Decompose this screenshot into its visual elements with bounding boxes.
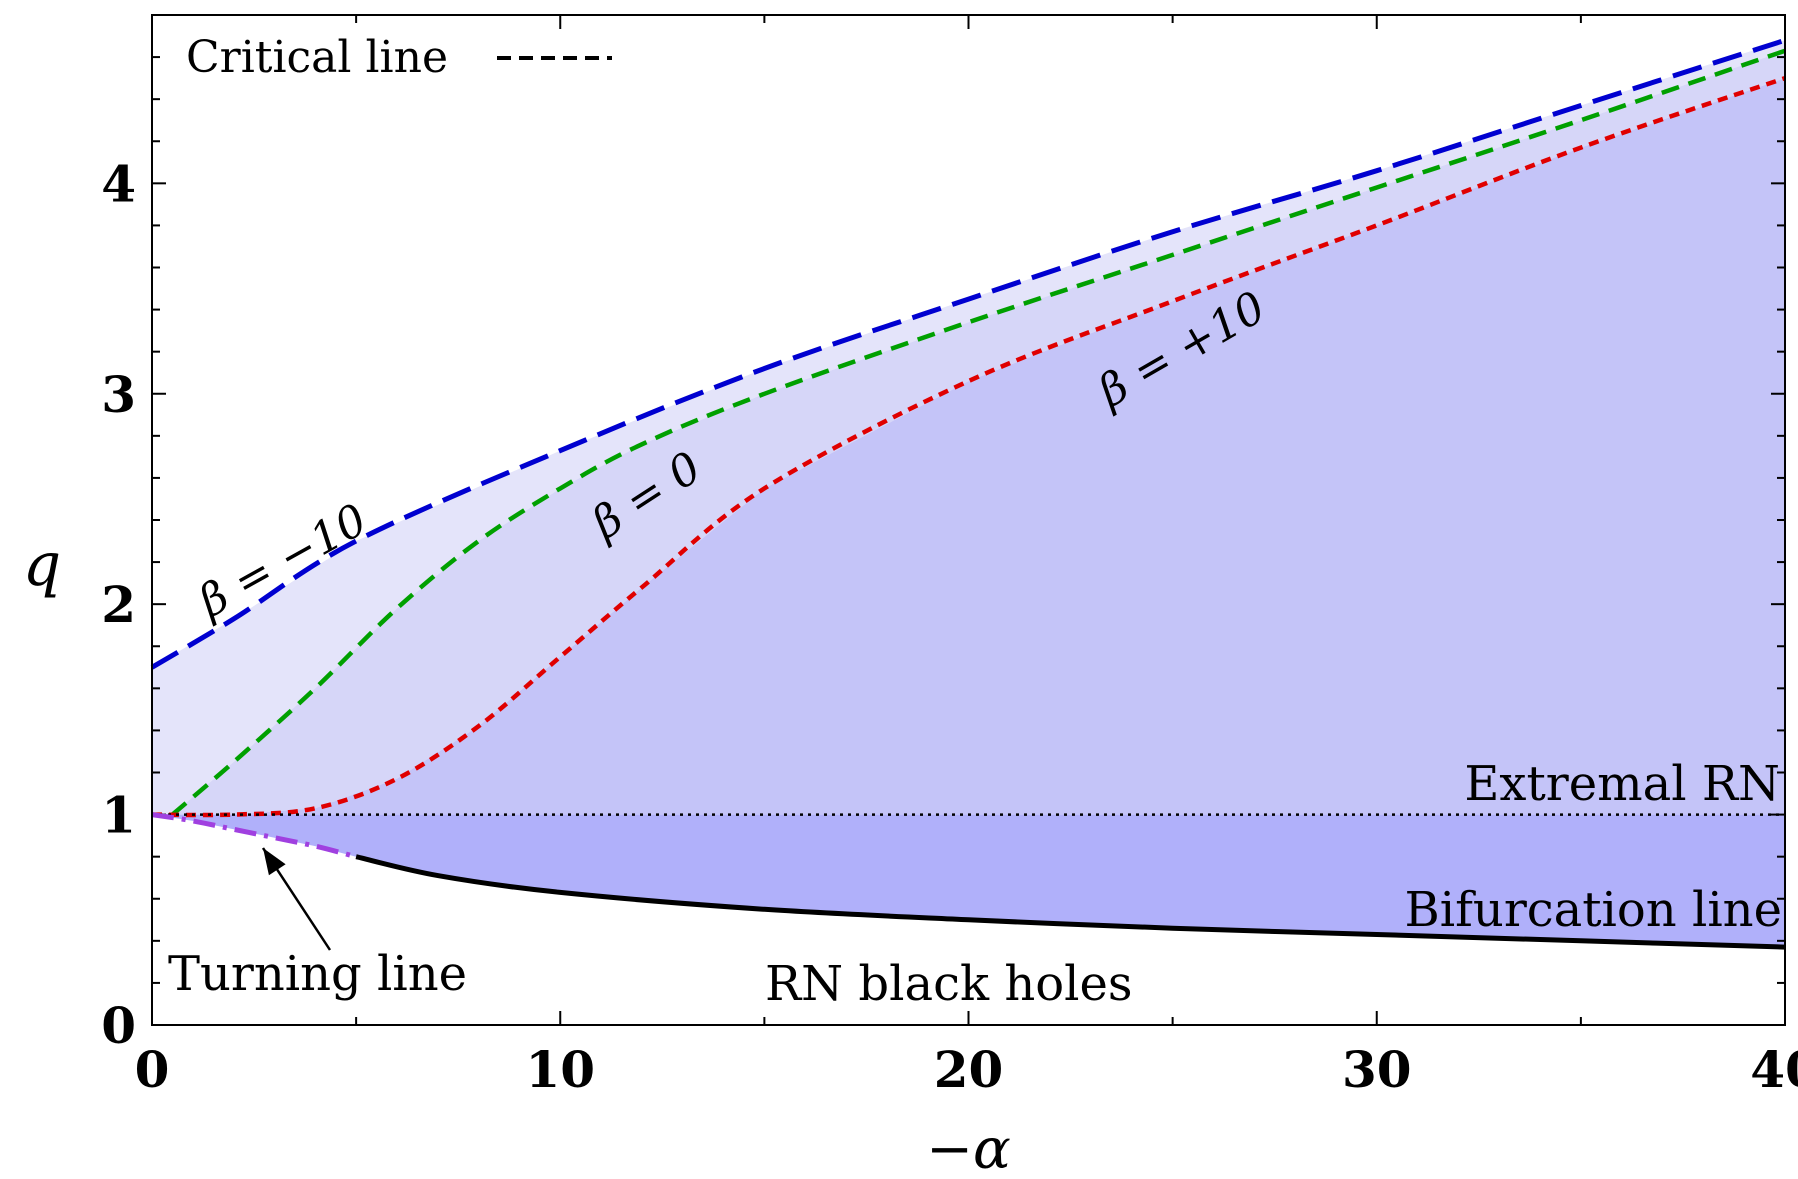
y-tick-label: 1: [101, 786, 136, 845]
y-tick-label: 3: [101, 365, 136, 424]
series-line-beta-0: [170, 48, 1786, 817]
region-3: [152, 78, 1785, 815]
region-2: [152, 50, 1785, 815]
arrow-head: [263, 848, 286, 876]
series-line-beta-minus10: [150, 37, 1786, 670]
label-turning-line: Turning line: [168, 946, 467, 1002]
x-tick-label: 10: [525, 1040, 595, 1099]
label-rn-black-holes: RN black holes: [765, 956, 1133, 1012]
x-axis-label: −α: [926, 1117, 1011, 1179]
y-tick-label: 4: [101, 154, 136, 213]
label-extremal-rn: Extremal RN: [1464, 756, 1780, 812]
y-tick-label: 2: [101, 575, 136, 634]
x-tick-label: 0: [135, 1040, 170, 1099]
x-tick-label: 20: [934, 1040, 1004, 1099]
region-4: [152, 814, 1785, 948]
x-tick-label: 40: [1750, 1040, 1798, 1099]
plot-frame: [151, 14, 1786, 1026]
y-axis-label: q: [23, 530, 61, 600]
y-tick-label: 0: [101, 996, 136, 1055]
axis-ticks: 0 10 20 30 40 0 1 2 3 4: [101, 15, 1798, 1099]
shaded-regions: [152, 40, 1785, 948]
turning-line-arrow: [261, 847, 332, 951]
label-bifurcation-line: Bifurcation line: [1405, 882, 1782, 938]
x-tick-label: 30: [1342, 1040, 1412, 1099]
series-lines: [150, 37, 1786, 950]
series-line-turning-line: [151, 812, 357, 860]
legend-label: Critical line: [186, 32, 448, 83]
series-line-bifurcation-line: [355, 854, 1786, 950]
